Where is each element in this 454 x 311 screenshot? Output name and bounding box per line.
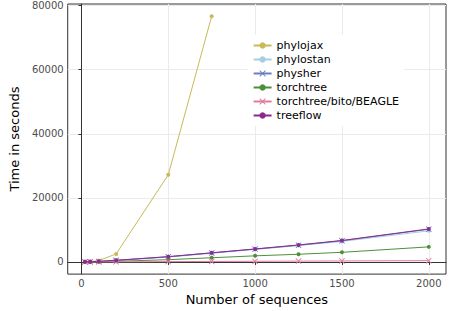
svg-text:physher: physher [277, 67, 322, 80]
svg-text:0: 0 [57, 256, 63, 267]
svg-text:20000: 20000 [32, 192, 64, 203]
svg-text:80000: 80000 [32, 0, 64, 11]
svg-text:1000: 1000 [242, 278, 267, 289]
svg-text:40000: 40000 [32, 128, 64, 139]
svg-text:500: 500 [159, 278, 178, 289]
svg-text:Time in seconds: Time in seconds [7, 86, 22, 192]
svg-text:1500: 1500 [329, 278, 354, 289]
svg-text:torchtree: torchtree [277, 81, 328, 94]
svg-text:2000: 2000 [416, 278, 441, 289]
svg-text:phylostan: phylostan [277, 53, 331, 66]
svg-text:60000: 60000 [32, 64, 64, 75]
svg-text:Number of sequences: Number of sequences [186, 292, 329, 307]
svg-text:0: 0 [78, 278, 84, 289]
svg-text:treeflow: treeflow [277, 109, 322, 122]
svg-text:phylojax: phylojax [277, 39, 324, 52]
svg-text:torchtree/bito/BEAGLE: torchtree/bito/BEAGLE [277, 95, 399, 108]
